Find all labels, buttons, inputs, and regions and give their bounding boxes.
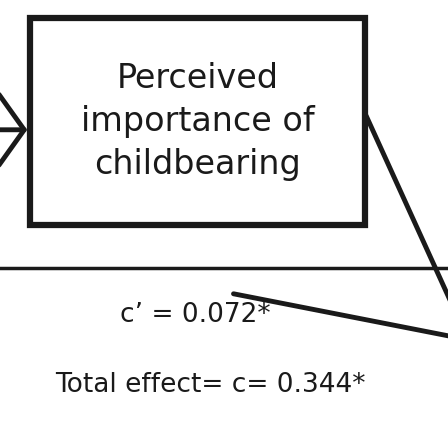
Text: c’ = 0.072*: c’ = 0.072* xyxy=(120,302,271,328)
Text: Perceived
importance of
childbearing: Perceived importance of childbearing xyxy=(81,61,314,181)
Text: Total effect= c= 0.344*: Total effect= c= 0.344* xyxy=(55,372,366,398)
Bar xyxy=(30,18,365,225)
